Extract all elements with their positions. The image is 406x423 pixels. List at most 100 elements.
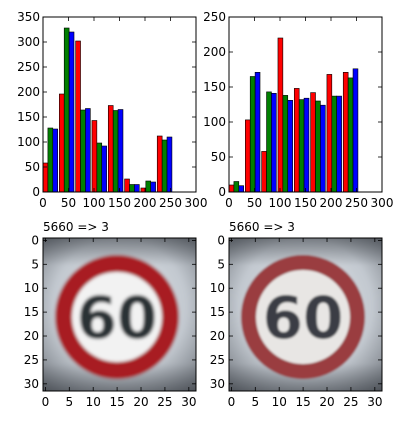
x-tick-label: 0 xyxy=(225,196,233,210)
y-tick-label: 15 xyxy=(24,305,39,319)
histogram-left-bars xyxy=(42,27,173,193)
bar xyxy=(117,109,124,193)
bar xyxy=(228,184,235,193)
sign-image-left-pixels: 60 xyxy=(43,238,196,391)
x-tick-label: 150 xyxy=(108,196,131,210)
bar xyxy=(134,184,140,193)
y-tick-label: 200 xyxy=(17,85,40,99)
bar xyxy=(336,95,342,193)
y-tick-label: 150 xyxy=(203,80,226,94)
bar xyxy=(315,100,321,193)
y-tick-label: 250 xyxy=(17,60,40,74)
bar xyxy=(282,95,289,193)
bar xyxy=(161,139,168,193)
bar xyxy=(266,91,272,193)
bar xyxy=(80,109,86,193)
bar xyxy=(310,92,316,193)
y-tick-label: 30 xyxy=(24,377,39,391)
x-tick-label: 50 xyxy=(61,196,76,210)
x-tick-label: 15 xyxy=(295,395,310,409)
y-tick-label: 350 xyxy=(17,10,40,24)
x-tick-label: 30 xyxy=(181,395,196,409)
x-tick-label: 50 xyxy=(247,196,262,210)
bar xyxy=(293,88,300,193)
sign-face-right xyxy=(256,270,350,364)
y-tick-label: 100 xyxy=(203,115,226,129)
x-tick-label: 0 xyxy=(228,395,236,409)
bar xyxy=(287,100,293,193)
x-tick-label: 30 xyxy=(367,395,382,409)
bar xyxy=(233,181,240,193)
y-tick-label: 20 xyxy=(24,329,39,343)
y-tick-label: 25 xyxy=(210,353,225,367)
bar xyxy=(129,184,135,193)
y-tick-label: 0 xyxy=(31,233,39,247)
bar xyxy=(96,142,103,193)
bar xyxy=(112,110,119,193)
bar xyxy=(238,185,244,193)
bar xyxy=(271,93,277,193)
sign-image-right-frame xyxy=(228,237,383,392)
x-tick-label: 100 xyxy=(83,196,106,210)
x-tick-label: 25 xyxy=(343,395,358,409)
bar xyxy=(342,72,349,193)
x-tick-label: 200 xyxy=(320,196,343,210)
bar xyxy=(124,178,130,193)
x-tick-label: 150 xyxy=(294,196,317,210)
y-tick-label: 0 xyxy=(32,185,40,199)
sign-text-right: 60 xyxy=(263,284,344,352)
y-tick-label: 10 xyxy=(24,281,39,295)
bar xyxy=(91,120,98,193)
sign-image-left-title: 5660 => 3 xyxy=(43,220,109,234)
x-tick-label: 200 xyxy=(134,196,157,210)
bar xyxy=(47,127,54,193)
x-tick-label: 10 xyxy=(272,395,287,409)
histogram-right-bars xyxy=(228,37,359,193)
y-tick-label: 5 xyxy=(217,257,225,271)
bar xyxy=(249,76,256,193)
bar xyxy=(150,181,156,193)
x-tick-label: 15 xyxy=(109,395,124,409)
y-tick-label: 5 xyxy=(31,257,39,271)
y-tick-label: 200 xyxy=(203,45,226,59)
y-tick-label: 30 xyxy=(210,377,225,391)
x-tick-label: 25 xyxy=(157,395,172,409)
bar xyxy=(59,93,65,193)
bar xyxy=(352,68,359,193)
x-tick-label: 5 xyxy=(65,395,73,409)
bar xyxy=(68,31,75,193)
y-tick-label: 300 xyxy=(17,35,40,49)
x-tick-label: 300 xyxy=(185,196,208,210)
y-tick-label: 10 xyxy=(210,281,225,295)
bar xyxy=(326,74,333,193)
x-tick-label: 5 xyxy=(251,395,259,409)
y-tick-label: 50 xyxy=(25,160,40,174)
y-tick-label: 0 xyxy=(217,233,225,247)
bar xyxy=(277,37,284,193)
bar xyxy=(52,128,58,193)
bar xyxy=(75,40,81,193)
y-tick-label: 100 xyxy=(17,135,40,149)
y-tick-label: 15 xyxy=(210,305,225,319)
sign-image-right-title: 5660 => 3 xyxy=(229,220,295,234)
bar xyxy=(101,145,107,193)
sign-image-left-frame xyxy=(42,237,197,392)
x-tick-label: 20 xyxy=(133,395,148,409)
sign-face-left xyxy=(72,272,162,362)
y-tick-label: 20 xyxy=(210,329,225,343)
bar xyxy=(85,108,91,193)
bar xyxy=(145,180,152,193)
y-tick-label: 250 xyxy=(203,10,226,24)
bar xyxy=(261,151,267,193)
bar xyxy=(331,95,338,193)
bar xyxy=(254,72,261,193)
x-tick-label: 300 xyxy=(371,196,394,210)
x-tick-label: 0 xyxy=(42,395,50,409)
